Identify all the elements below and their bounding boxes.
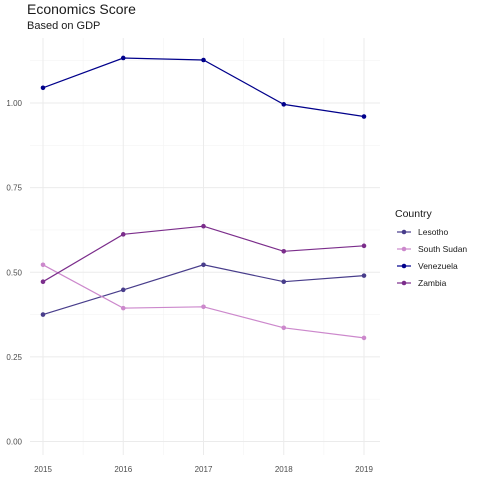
data-point [281,279,287,285]
data-point [281,325,287,331]
legend-label: Lesotho [418,227,449,237]
data-point [40,312,46,317]
y-tick-label: 1.00 [6,99,22,108]
data-point [201,57,206,63]
data-point [120,232,126,237]
data-point [361,335,367,341]
data-point [281,102,287,107]
legend-key-point [401,263,407,269]
data-point [201,262,206,268]
x-tick-label: 2015 [34,465,52,474]
legend-key-point [401,246,407,252]
legend-label: South Sudan [418,244,467,254]
y-tick-label: 0.75 [6,184,22,193]
data-point [40,85,46,91]
chart-title: Economics Score [27,1,136,17]
x-axis-ticks: 2015 2016 2017 2018 2019 [34,465,373,474]
x-tick-label: 2018 [275,465,293,474]
legend-label: Zambia [418,278,447,288]
x-tick-label: 2017 [195,465,213,474]
legend-label: Venezuela [418,261,458,271]
data-point [281,248,287,254]
legend: Country Lesotho South Sudan Venezuela Zambi… [395,208,467,288]
x-tick-label: 2019 [355,465,373,474]
y-tick-label: 0.50 [6,268,22,277]
data-point [40,262,46,268]
data-point [120,305,126,311]
data-point [201,223,206,229]
chart-subtitle: Based on GDP [27,20,101,32]
x-tick-label: 2016 [114,465,132,474]
data-point [361,273,367,278]
data-point [120,287,126,293]
data-point [40,279,46,285]
series-points [40,55,367,341]
grid [30,38,380,455]
data-point [361,114,367,119]
data-point [201,304,206,310]
data-point [120,55,126,61]
data-point [361,243,367,249]
y-axis-ticks: 0.00 0.25 0.50 0.75 1.00 [6,99,22,447]
legend-key-point [401,229,407,235]
y-tick-label: 0.25 [6,353,22,362]
legend-key-point [401,280,407,286]
legend-title: Country [395,208,433,220]
y-tick-label: 0.00 [6,438,22,447]
